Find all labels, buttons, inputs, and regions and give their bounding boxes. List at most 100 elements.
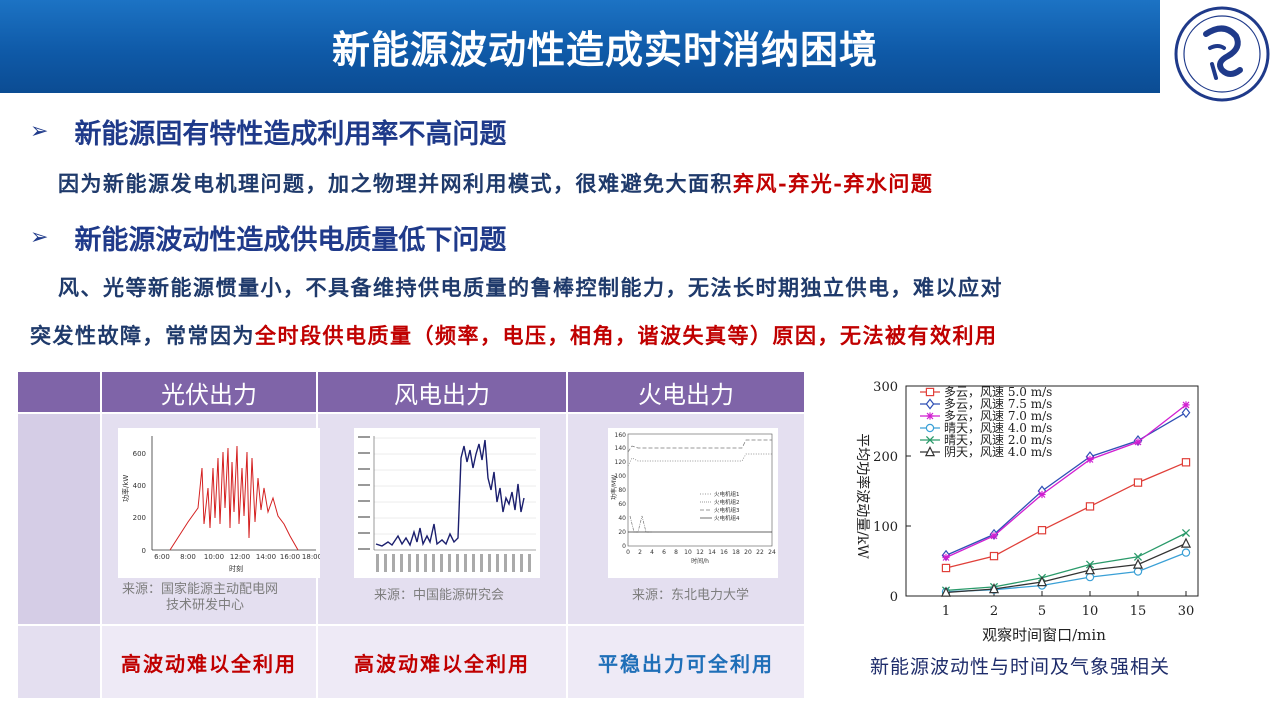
data-point <box>1086 455 1094 464</box>
series-line <box>945 404 1187 559</box>
comparison-table: 光伏出力 风电出力 火电出力 高波动难以全利用 高波动难以全利用 平稳出力可全利… <box>18 372 804 698</box>
chart-xlabel: 观察时间窗口/min <box>982 626 1106 644</box>
legend-label: 多云，风速 7.5 m/s <box>944 397 1052 411</box>
series-line <box>945 542 1187 594</box>
row-label-cell <box>18 626 100 698</box>
chart-caption: 新能源波动性与时间及气象强相关 <box>869 656 1170 678</box>
series-line <box>945 461 1187 569</box>
section-heading-quality: ➢ 新能源波动性造成供电质量低下问题 <box>30 218 506 257</box>
legend-marker <box>924 446 936 457</box>
data-point <box>1037 526 1047 535</box>
thermal-legend-2: 火电机组2 <box>714 498 740 506</box>
thermal-ytick: 0 <box>622 543 626 550</box>
pv-ytick: 200 <box>133 514 146 522</box>
data-point <box>1036 576 1048 587</box>
thermal-ytick: 160 <box>615 432 627 439</box>
y-tick-label: 200 <box>873 450 898 465</box>
y-tick-label: 0 <box>890 590 898 605</box>
section1-paragraph: 因为新能源发电机理问题，加之物理并网利用模式，很难避免大面积弃风-弃光-弃水问题 <box>58 168 933 198</box>
data-point <box>990 532 998 540</box>
chart-ylabel: 平均功率波动量/kW <box>854 433 871 559</box>
pv-ytick: 0 <box>142 547 146 555</box>
legend-label: 阴天，风速 4.0 m/s <box>944 445 1052 459</box>
data-point <box>1181 458 1191 467</box>
data-point <box>1134 438 1142 446</box>
column-header-thermal: 火电出力 <box>568 372 804 412</box>
thermal-xtick: 6 <box>662 549 666 556</box>
data-point <box>1182 401 1190 409</box>
legend-label: 晴天，风速 2.0 m/s <box>944 433 1052 447</box>
pv-xtick: 16:00 <box>280 553 300 561</box>
legend-marker <box>925 398 935 410</box>
data-point <box>941 563 951 573</box>
source-line: 来源：国家能源主动配电网 <box>122 582 279 597</box>
pv-ylabel: 功率/kW <box>121 475 130 502</box>
fluctuation-line-chart: 平均功率波动量/kW 观察时间窗口/min 0 100 200 300 1 2 5 10 15 3… <box>836 372 1216 648</box>
column-header-wind: 风电出力 <box>318 372 566 412</box>
data-point <box>1180 537 1192 548</box>
section2-paragraph-line2: 突发性故障，常常因为全时段供电质量（频率，电压，相角，谐波失真等）原因，无法被有… <box>30 320 998 350</box>
thermal-xtick: 2 <box>638 549 642 556</box>
paragraph-text: 因为新能源发电机理问题，加之物理并网利用模式，很难避免大面积 <box>58 171 733 196</box>
songshan-lab-logo <box>1172 4 1272 104</box>
thermal-legend-4: 火电机组4 <box>714 514 740 522</box>
pv-source: 来源：国家能源主动配电网 技术研发中心 <box>122 582 278 614</box>
data-point <box>988 583 1000 594</box>
series-line <box>945 532 1187 592</box>
paragraph-text: 突发性故障，常常因为 <box>30 323 255 348</box>
y-tick-label: 100 <box>873 520 898 535</box>
data-point <box>1181 407 1191 419</box>
pv-xtick: 6:00 <box>154 553 170 561</box>
pv-conclusion: 高波动难以全利用 <box>102 626 316 698</box>
arrow-bullet-icon: ➢ <box>30 119 49 144</box>
data-point <box>1133 478 1143 487</box>
pv-xlabel: 时刻 <box>229 564 243 573</box>
row-label-cell <box>18 414 100 624</box>
x-tick-label: 5 <box>1038 604 1046 619</box>
thermal-legend-1: 火电机组1 <box>714 490 740 498</box>
data-point <box>1085 502 1095 511</box>
x-tick-label: 10 <box>1082 604 1099 619</box>
x-tick-label: 30 <box>1178 604 1195 619</box>
data-point <box>1181 528 1191 538</box>
thermal-ytick: 60 <box>618 501 626 508</box>
thermal-xtick: 10 <box>684 549 692 556</box>
pv-xtick: 18:00 <box>302 553 320 561</box>
section-heading-utilization: ➢ 新能源固有特性造成利用率不高问题 <box>30 112 506 151</box>
legend-label: 多云，风速 7.0 m/s <box>944 409 1052 423</box>
data-point <box>1181 548 1191 557</box>
section2-paragraph-line1: 风、光等新能源惯量小，不具备维持供电质量的鲁棒控制能力，无法长时期独立供电，难以… <box>58 275 1003 300</box>
arrow-bullet-icon: ➢ <box>30 225 49 250</box>
data-point <box>1085 572 1095 582</box>
thermal-xtick: 0 <box>626 549 630 556</box>
header-empty-cell <box>18 372 100 412</box>
legend-marker <box>926 412 934 420</box>
data-point <box>942 553 950 562</box>
x-tick-label: 1 <box>942 604 950 619</box>
thermal-ytick: 20 <box>618 529 626 536</box>
thermal-xlabel: 时间/h <box>691 557 709 565</box>
pv-xtick: 10:00 <box>204 553 224 561</box>
page-title: 新能源波动性造成实时消纳困境 <box>331 28 878 72</box>
thermal-xtick: 24 <box>768 549 776 556</box>
thermal-xtick: 20 <box>744 549 752 556</box>
legend-marker <box>925 387 935 397</box>
wind-conclusion: 高波动难以全利用 <box>318 626 566 698</box>
pv-xtick: 8:00 <box>180 553 196 561</box>
heading-text: 新能源波动性造成供电质量低下问题 <box>74 225 507 256</box>
thermal-xtick: 12 <box>696 549 704 556</box>
plot-frame <box>905 385 1199 597</box>
data-point <box>1038 490 1046 499</box>
legend-marker <box>925 423 935 433</box>
column-header-pv: 光伏出力 <box>102 372 316 412</box>
pv-xtick: 14:00 <box>256 553 276 561</box>
thermal-ytick: 100 <box>615 473 627 480</box>
legend-label: 多云，风速 5.0 m/s <box>944 385 1052 399</box>
highlight-text: 全时段供电质量（频率，电压，相角，谐波失真等）原因，无法被有效利用 <box>255 323 998 348</box>
pv-xtick: 12:00 <box>230 553 250 561</box>
heading-text: 新能源固有特性造成利用率不高问题 <box>74 119 507 150</box>
thermal-source: 来源：东北电力大学 <box>632 588 750 603</box>
legend-marker <box>925 435 935 445</box>
thermal-ylabel: 功率/MW <box>610 475 618 500</box>
data-point <box>1132 558 1144 569</box>
